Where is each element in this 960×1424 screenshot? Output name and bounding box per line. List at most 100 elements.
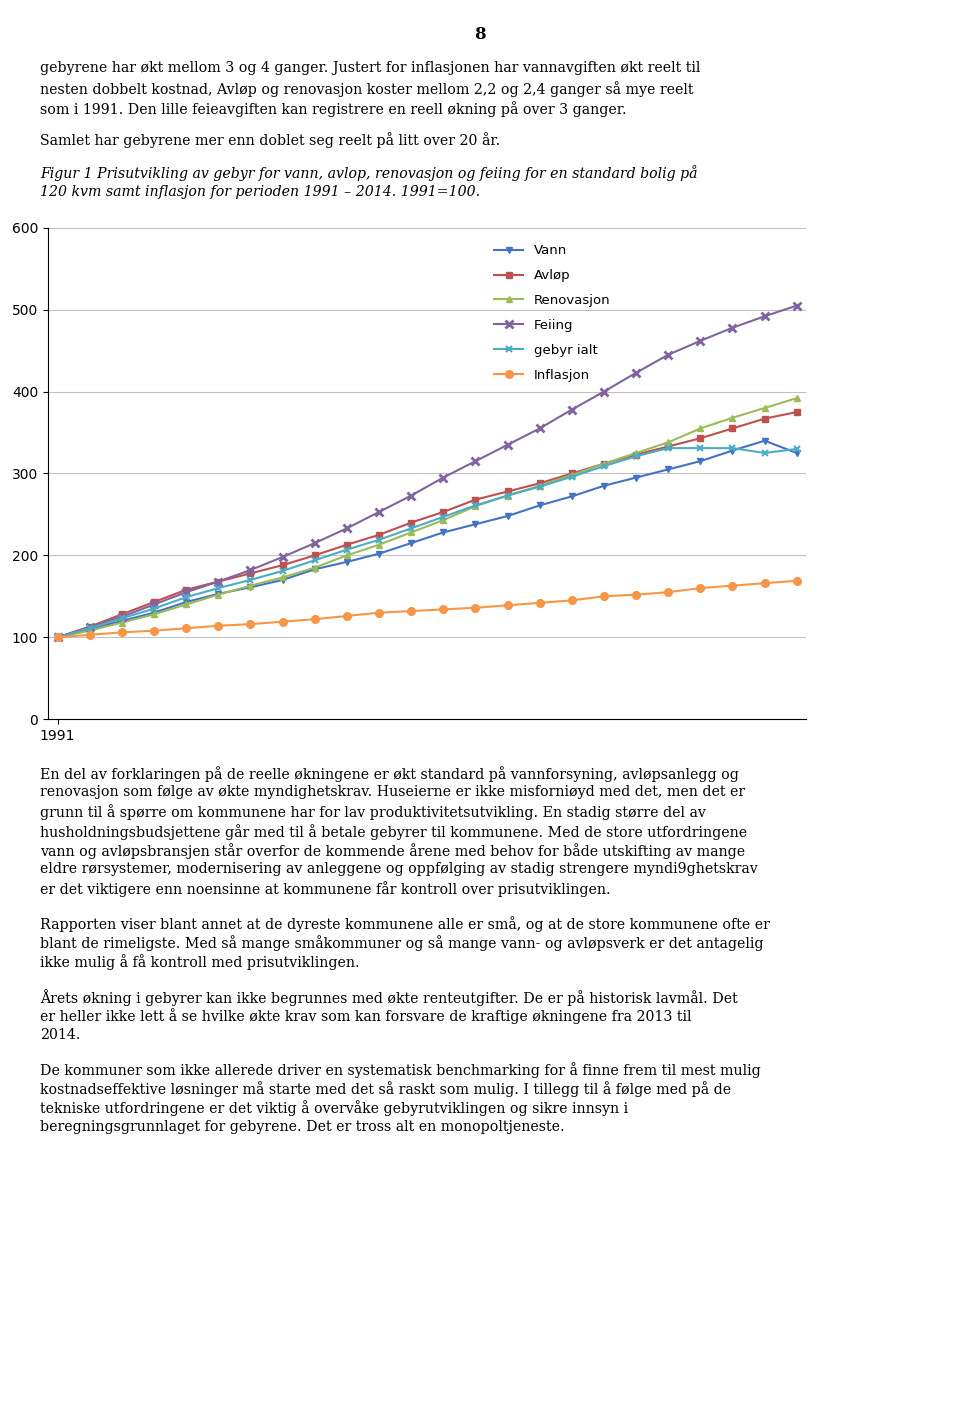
Avløp [180,581,192,598]
Inflasjon [727,577,738,594]
Renovasjon [631,444,642,461]
Renovasjon [309,560,321,577]
Inflasjon [598,588,610,605]
Feiing [52,629,63,646]
Feiing [469,453,481,470]
Text: tekniske utfordringene er det viktig å overvåke gebyrutviklingen og sikre innsyn: tekniske utfordringene er det viktig å o… [40,1101,629,1116]
Text: beregningsgrunnlaget for gebyrene. Det er tross alt en monopoltjeneste.: beregningsgrunnlaget for gebyrene. Det e… [40,1119,564,1134]
gebyr ialt [212,580,224,597]
gebyr ialt [180,588,192,605]
Vann [791,444,803,461]
Renovasjon [662,434,674,451]
gebyr ialt [791,440,803,457]
Inflasjon [695,580,707,597]
Text: kostnadseffektive løsninger må starte med det så raskt som mulig. I tillegg til : kostnadseffektive løsninger må starte me… [40,1081,732,1098]
gebyr ialt [534,478,545,496]
Renovasjon [373,537,385,554]
Text: vann og avløpsbransjen står overfor de kommende årene med behov for både utskift: vann og avløpsbransjen står overfor de k… [40,843,746,859]
Feiing [276,548,288,565]
Inflasjon [148,622,159,639]
Avløp [148,594,159,611]
Inflasjon [341,608,352,625]
Avløp [727,420,738,437]
Renovasjon [405,524,417,541]
Avløp [52,629,63,646]
Inflasjon [566,592,578,609]
Vann [212,585,224,602]
Renovasjon [52,629,63,646]
Inflasjon [180,619,192,637]
gebyr ialt [245,571,256,588]
Renovasjon [695,420,707,437]
Vann [116,612,128,629]
Inflasjon [502,597,514,614]
gebyr ialt [52,629,63,646]
Avløp [791,403,803,420]
Vann [341,554,352,571]
Feiing [373,504,385,521]
Feiing [212,572,224,590]
Inflasjon [116,624,128,641]
Renovasjon [148,605,159,622]
gebyr ialt [309,551,321,568]
Text: grunn til å spørre om kommunene har for lav produktivitetsutvikling. En stadig s: grunn til å spørre om kommunene har for … [40,805,707,820]
Renovasjon [341,547,352,564]
Avløp [758,410,770,427]
Avløp [245,565,256,582]
Renovasjon [791,390,803,407]
Feiing [116,608,128,625]
Vann [695,453,707,470]
Inflasjon [84,627,96,644]
Vann [148,604,159,621]
Vann [180,594,192,611]
gebyr ialt [116,609,128,627]
gebyr ialt [631,447,642,464]
Vann [727,441,738,459]
Inflasjon [469,600,481,617]
Inflasjon [534,594,545,611]
Feiing [502,436,514,453]
Avløp [469,491,481,508]
gebyr ialt [727,440,738,457]
Vann [309,561,321,578]
Feiing [662,346,674,363]
Renovasjon [758,400,770,417]
Renovasjon [116,614,128,631]
Feiing [405,487,417,504]
Avløp [662,439,674,456]
Renovasjon [276,570,288,587]
Feiing [245,561,256,578]
Avløp [566,464,578,481]
Renovasjon [84,622,96,639]
Inflasjon [791,572,803,590]
gebyr ialt [84,619,96,637]
Feiing [631,365,642,382]
Text: nesten dobbelt kostnad, Avløp og renovasjon koster mellom 2,2 og 2,4 ganger så m: nesten dobbelt kostnad, Avløp og renovas… [40,81,694,97]
Vann [276,571,288,588]
Text: 120 kvm samt inflasjon for perioden 1991 – 2014. 1991=100.: 120 kvm samt inflasjon for perioden 1991… [40,185,480,199]
Text: husholdningsbudsjettene går med til å betale gebyrer til kommunene. Med de store: husholdningsbudsjettene går med til å be… [40,823,748,840]
Vann [469,515,481,533]
Avløp [695,430,707,447]
Vann [534,497,545,514]
Avløp [116,605,128,622]
Text: Samlet har gebyrene mer enn doblet seg reelt på litt over 20 år.: Samlet har gebyrene mer enn doblet seg r… [40,132,500,148]
Line: Inflasjon: Inflasjon [54,577,801,641]
Line: gebyr ialt: gebyr ialt [54,444,801,641]
Renovasjon [534,477,545,494]
Feiing [695,332,707,349]
Inflasjon [662,584,674,601]
Vann [598,477,610,494]
Inflasjon [276,614,288,631]
Avløp [212,572,224,590]
Vann [631,468,642,486]
gebyr ialt [148,600,159,617]
Line: Avløp: Avløp [55,409,800,641]
Vann [245,578,256,595]
Feiing [309,534,321,551]
Feiing [341,520,352,537]
Avløp [405,514,417,531]
Inflasjon [438,601,449,618]
Renovasjon [469,498,481,515]
Inflasjon [245,615,256,632]
